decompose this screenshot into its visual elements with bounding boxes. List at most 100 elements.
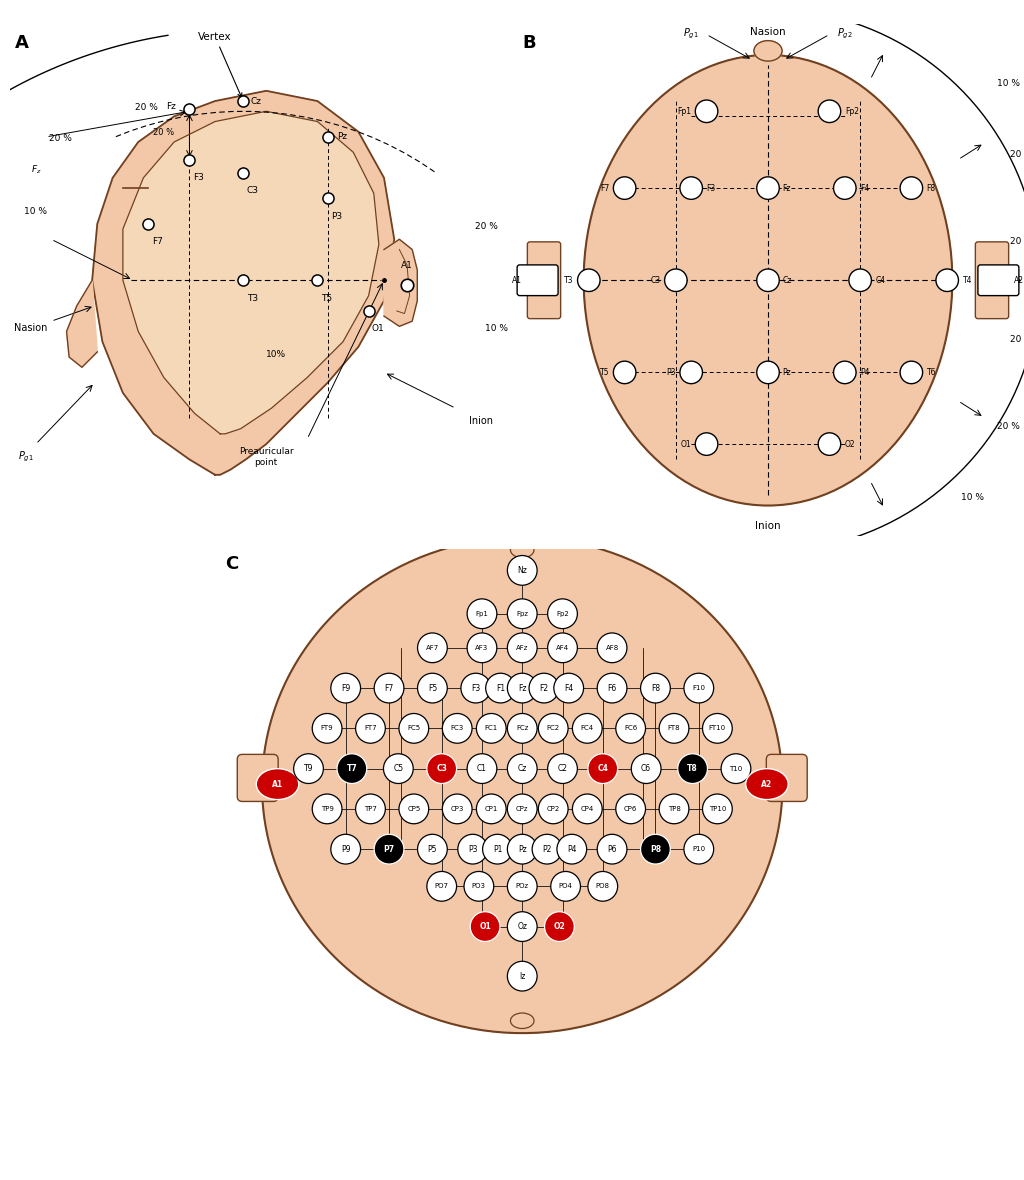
Text: C3: C3 bbox=[650, 276, 660, 284]
Circle shape bbox=[834, 177, 856, 199]
Circle shape bbox=[721, 754, 751, 784]
Circle shape bbox=[418, 834, 447, 864]
Text: O2: O2 bbox=[845, 440, 855, 448]
Circle shape bbox=[615, 714, 645, 743]
Circle shape bbox=[680, 177, 702, 199]
Text: A1: A1 bbox=[512, 276, 522, 284]
Text: P8: P8 bbox=[650, 845, 662, 853]
Circle shape bbox=[557, 834, 587, 864]
Circle shape bbox=[331, 674, 360, 703]
Text: 20 %: 20 % bbox=[154, 129, 174, 137]
Text: C4: C4 bbox=[597, 765, 608, 773]
Circle shape bbox=[613, 361, 636, 384]
Text: C2: C2 bbox=[557, 765, 567, 773]
Text: TP9: TP9 bbox=[321, 806, 334, 812]
Circle shape bbox=[702, 714, 732, 743]
Circle shape bbox=[818, 433, 841, 455]
Circle shape bbox=[467, 754, 497, 784]
Circle shape bbox=[442, 714, 472, 743]
Text: A: A bbox=[15, 34, 30, 52]
Text: F8: F8 bbox=[651, 683, 660, 693]
Text: F6: F6 bbox=[607, 683, 616, 693]
Text: T6: T6 bbox=[927, 368, 936, 376]
Text: P9: P9 bbox=[341, 845, 350, 853]
Circle shape bbox=[399, 714, 429, 743]
Ellipse shape bbox=[754, 40, 782, 61]
Circle shape bbox=[461, 674, 490, 703]
Circle shape bbox=[355, 714, 385, 743]
Text: PO4: PO4 bbox=[559, 884, 572, 890]
Circle shape bbox=[507, 962, 538, 991]
Text: A1: A1 bbox=[272, 780, 283, 788]
Text: T5: T5 bbox=[322, 294, 332, 302]
Text: C: C bbox=[225, 555, 239, 573]
Text: P3: P3 bbox=[332, 211, 342, 221]
Text: AF3: AF3 bbox=[475, 644, 488, 651]
Text: T3: T3 bbox=[247, 294, 258, 302]
Text: Cz: Cz bbox=[782, 276, 792, 284]
Text: C3: C3 bbox=[247, 186, 258, 195]
Circle shape bbox=[529, 674, 559, 703]
Text: CP3: CP3 bbox=[451, 806, 464, 812]
Text: P10: P10 bbox=[692, 846, 706, 852]
Circle shape bbox=[597, 674, 627, 703]
FancyBboxPatch shape bbox=[238, 754, 279, 801]
Circle shape bbox=[545, 912, 574, 942]
Text: Nasion: Nasion bbox=[14, 323, 47, 334]
Circle shape bbox=[507, 674, 538, 703]
Ellipse shape bbox=[511, 542, 534, 558]
Text: $P_{g2}$: $P_{g2}$ bbox=[837, 27, 853, 41]
Text: TP7: TP7 bbox=[364, 806, 377, 812]
Circle shape bbox=[539, 714, 568, 743]
Text: $P_{g1}$: $P_{g1}$ bbox=[17, 450, 34, 464]
Circle shape bbox=[507, 834, 538, 864]
Circle shape bbox=[312, 714, 342, 743]
Circle shape bbox=[337, 754, 367, 784]
Circle shape bbox=[464, 872, 494, 902]
Text: Preauricular
point: Preauricular point bbox=[239, 447, 294, 466]
Text: AF8: AF8 bbox=[605, 644, 618, 651]
Text: F9: F9 bbox=[341, 683, 350, 693]
Text: F7: F7 bbox=[153, 237, 163, 247]
Ellipse shape bbox=[584, 55, 952, 505]
Circle shape bbox=[572, 794, 602, 824]
Text: F3: F3 bbox=[194, 173, 204, 183]
Circle shape bbox=[532, 834, 562, 864]
Circle shape bbox=[458, 834, 487, 864]
Text: Cz: Cz bbox=[517, 765, 527, 773]
Text: Pz: Pz bbox=[518, 845, 526, 853]
Polygon shape bbox=[67, 281, 97, 367]
Text: O1: O1 bbox=[479, 922, 490, 931]
Text: PO7: PO7 bbox=[435, 884, 449, 890]
Text: FT9: FT9 bbox=[321, 726, 334, 732]
Text: $F_z$: $F_z$ bbox=[31, 164, 41, 176]
Circle shape bbox=[572, 714, 602, 743]
Circle shape bbox=[427, 872, 457, 902]
Text: F7: F7 bbox=[384, 683, 393, 693]
Text: FT10: FT10 bbox=[709, 726, 726, 732]
Circle shape bbox=[507, 872, 538, 902]
Text: F7: F7 bbox=[600, 184, 609, 192]
Text: Nasion: Nasion bbox=[751, 27, 785, 37]
Text: Pz: Pz bbox=[337, 132, 347, 142]
Text: Inion: Inion bbox=[755, 520, 781, 531]
Text: 20 %: 20 % bbox=[1010, 237, 1024, 247]
Circle shape bbox=[539, 794, 568, 824]
Text: CP4: CP4 bbox=[581, 806, 594, 812]
Circle shape bbox=[641, 834, 671, 864]
Circle shape bbox=[399, 794, 429, 824]
Circle shape bbox=[597, 834, 627, 864]
Text: F8: F8 bbox=[927, 184, 936, 192]
Text: Fpz: Fpz bbox=[516, 611, 528, 617]
Text: T9: T9 bbox=[304, 765, 313, 773]
Circle shape bbox=[507, 556, 538, 585]
Circle shape bbox=[294, 754, 324, 784]
Text: F1: F1 bbox=[496, 683, 505, 693]
Text: O2: O2 bbox=[554, 922, 565, 931]
Text: POz: POz bbox=[516, 884, 528, 890]
Text: PO8: PO8 bbox=[596, 884, 609, 890]
FancyBboxPatch shape bbox=[975, 242, 1009, 319]
Circle shape bbox=[641, 674, 671, 703]
Ellipse shape bbox=[256, 768, 299, 800]
Text: Fp1: Fp1 bbox=[677, 107, 691, 116]
